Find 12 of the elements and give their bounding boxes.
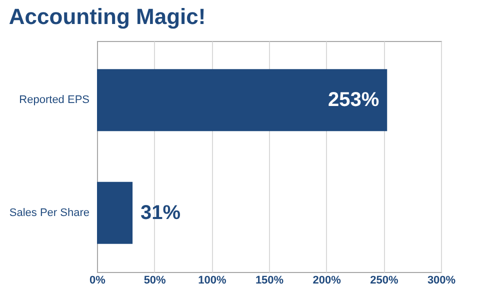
x-tick-label: 200% bbox=[312, 274, 342, 286]
chart-title: Accounting Magic! bbox=[8, 4, 206, 29]
data-label: 253% bbox=[328, 89, 380, 112]
x-tick-label: 0% bbox=[90, 274, 106, 286]
x-tick-label: 150% bbox=[255, 274, 284, 286]
data-label: 31% bbox=[140, 202, 181, 224]
x-tick-label: 250% bbox=[370, 274, 398, 286]
y-tick-label: Sales Per Share bbox=[9, 206, 90, 219]
x-tick-label: 100% bbox=[198, 274, 226, 286]
x-tick-label: 50% bbox=[144, 274, 166, 286]
x-tick-label: 300% bbox=[427, 274, 456, 286]
y-tick-label: Reported EPS bbox=[19, 94, 90, 106]
